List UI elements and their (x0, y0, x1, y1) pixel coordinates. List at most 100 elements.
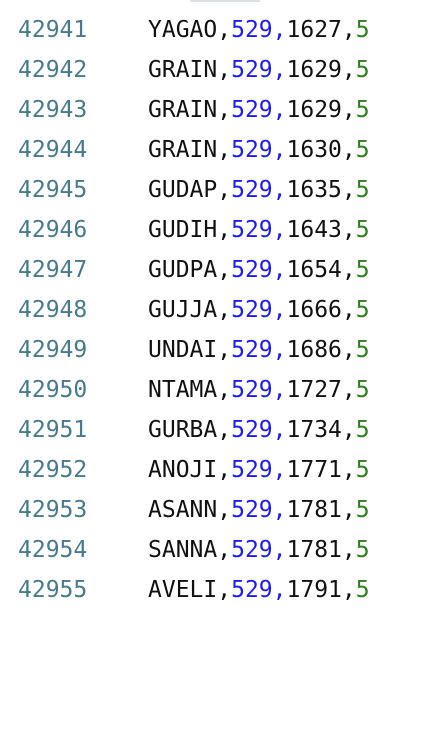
code-text[interactable]: YAGAO,529,1627,5 (148, 10, 370, 50)
code-line[interactable]: 42954 SANNA,529,1781,5 (0, 530, 448, 570)
code-line[interactable]: 42941 YAGAO,529,1627,5 (0, 10, 448, 50)
comma: , (217, 217, 232, 243)
line-number: 42952 (18, 457, 88, 483)
previous-line-fragment (190, 0, 260, 6)
number-value: 1781 (286, 497, 342, 523)
code-line[interactable]: 42950 NTAMA,529,1727,5 (0, 370, 448, 410)
code-text[interactable]: ASANN,529,1781,5 (148, 490, 370, 530)
code-text[interactable]: GRAIN,529,1629,5 (148, 50, 370, 90)
line-number: 42955 (18, 577, 88, 603)
station-name: GUDIH (148, 217, 218, 243)
number-value: 529 (231, 377, 273, 403)
code-text[interactable]: UNDAI,529,1686,5 (148, 330, 370, 370)
line-number: 42941 (18, 17, 88, 43)
station-name: NTAMA (148, 377, 218, 403)
comma: , (341, 457, 356, 483)
code-line[interactable]: 42949 UNDAI,529,1686,5 (0, 330, 448, 370)
number-value: 529 (231, 57, 273, 83)
comma: , (272, 577, 287, 603)
code-text[interactable]: GUJJA,529,1666,5 (148, 290, 370, 330)
code-line[interactable]: 42945 GUDAP,529,1635,5 (0, 170, 448, 210)
number-value: 5 (355, 217, 370, 243)
number-value: 529 (231, 537, 273, 563)
comma: , (341, 537, 356, 563)
number-value: 1643 (286, 217, 342, 243)
comma: , (217, 537, 232, 563)
line-number: 42948 (18, 297, 88, 323)
number-value: 1727 (286, 377, 342, 403)
code-text[interactable]: SANNA,529,1781,5 (148, 530, 370, 570)
number-value: 1630 (286, 137, 342, 163)
code-line[interactable]: 42953 ASANN,529,1781,5 (0, 490, 448, 530)
number-value: 529 (231, 417, 273, 443)
code-text[interactable]: GUDIH,529,1643,5 (148, 210, 370, 250)
comma: , (272, 137, 287, 163)
line-number: 42944 (18, 137, 88, 163)
comma: , (272, 497, 287, 523)
line-number: 42942 (18, 57, 88, 83)
code-line[interactable]: 42948 GUJJA,529,1666,5 (0, 290, 448, 330)
code-line[interactable]: 42942 GRAIN,529,1629,5 (0, 50, 448, 90)
line-number: 42951 (18, 417, 88, 443)
comma: , (272, 257, 287, 283)
code-text[interactable]: AVELI,529,1791,5 (148, 570, 370, 610)
line-number: 42949 (18, 337, 88, 363)
number-value: 5 (355, 137, 370, 163)
code-line[interactable]: 42947 GUDPA,529,1654,5 (0, 250, 448, 290)
code-line[interactable]: 42943 GRAIN,529,1629,5 (0, 90, 448, 130)
code-text[interactable]: GRAIN,529,1629,5 (148, 90, 370, 130)
number-value: 529 (231, 457, 273, 483)
comma: , (272, 537, 287, 563)
number-value: 5 (355, 497, 370, 523)
comma: , (341, 57, 356, 83)
comma: , (272, 297, 287, 323)
number-value: 1791 (286, 577, 342, 603)
code-line[interactable]: 42946 GUDIH,529,1643,5 (0, 210, 448, 250)
comma: , (217, 377, 232, 403)
comma: , (341, 417, 356, 443)
code-line[interactable]: 42944 GRAIN,529,1630,5 (0, 130, 448, 170)
station-name: AVELI (148, 577, 218, 603)
station-name: YAGAO (148, 17, 218, 43)
station-name: ASANN (148, 497, 218, 523)
number-value: 5 (355, 177, 370, 203)
number-value: 5 (355, 337, 370, 363)
code-text[interactable]: GRAIN,529,1630,5 (148, 130, 370, 170)
number-value: 1771 (286, 457, 342, 483)
comma: , (217, 257, 232, 283)
code-editor[interactable]: 42941 YAGAO,529,1627,5 42942 GRAIN,529,1… (0, 10, 448, 610)
station-name: GRAIN (148, 57, 218, 83)
code-text[interactable]: GURBA,529,1734,5 (148, 410, 370, 450)
line-number: 42954 (18, 537, 88, 563)
comma: , (217, 457, 232, 483)
station-name: UNDAI (148, 337, 218, 363)
code-text[interactable]: GUDAP,529,1635,5 (148, 170, 370, 210)
line-number: 42950 (18, 377, 88, 403)
comma: , (217, 137, 232, 163)
number-value: 5 (355, 17, 370, 43)
number-value: 5 (355, 57, 370, 83)
station-name: GUDPA (148, 257, 218, 283)
comma: , (341, 257, 356, 283)
code-text[interactable]: NTAMA,529,1727,5 (148, 370, 370, 410)
number-value: 5 (355, 577, 370, 603)
comma: , (341, 497, 356, 523)
number-value: 1666 (286, 297, 342, 323)
line-number: 42943 (18, 97, 88, 123)
code-line[interactable]: 42952 ANOJI,529,1771,5 (0, 450, 448, 490)
comma: , (341, 297, 356, 323)
number-value: 529 (231, 177, 273, 203)
number-value: 529 (231, 137, 273, 163)
comma: , (217, 337, 232, 363)
code-text[interactable]: GUDPA,529,1654,5 (148, 250, 370, 290)
comma: , (341, 337, 356, 363)
code-line[interactable]: 42955 AVELI,529,1791,5 (0, 570, 448, 610)
code-text[interactable]: ANOJI,529,1771,5 (148, 450, 370, 490)
number-value: 529 (231, 577, 273, 603)
code-line[interactable]: 42951 GURBA,529,1734,5 (0, 410, 448, 450)
number-value: 529 (231, 97, 273, 123)
station-name: GRAIN (148, 97, 218, 123)
station-name: GRAIN (148, 137, 218, 163)
number-value: 529 (231, 297, 273, 323)
number-value: 1781 (286, 537, 342, 563)
